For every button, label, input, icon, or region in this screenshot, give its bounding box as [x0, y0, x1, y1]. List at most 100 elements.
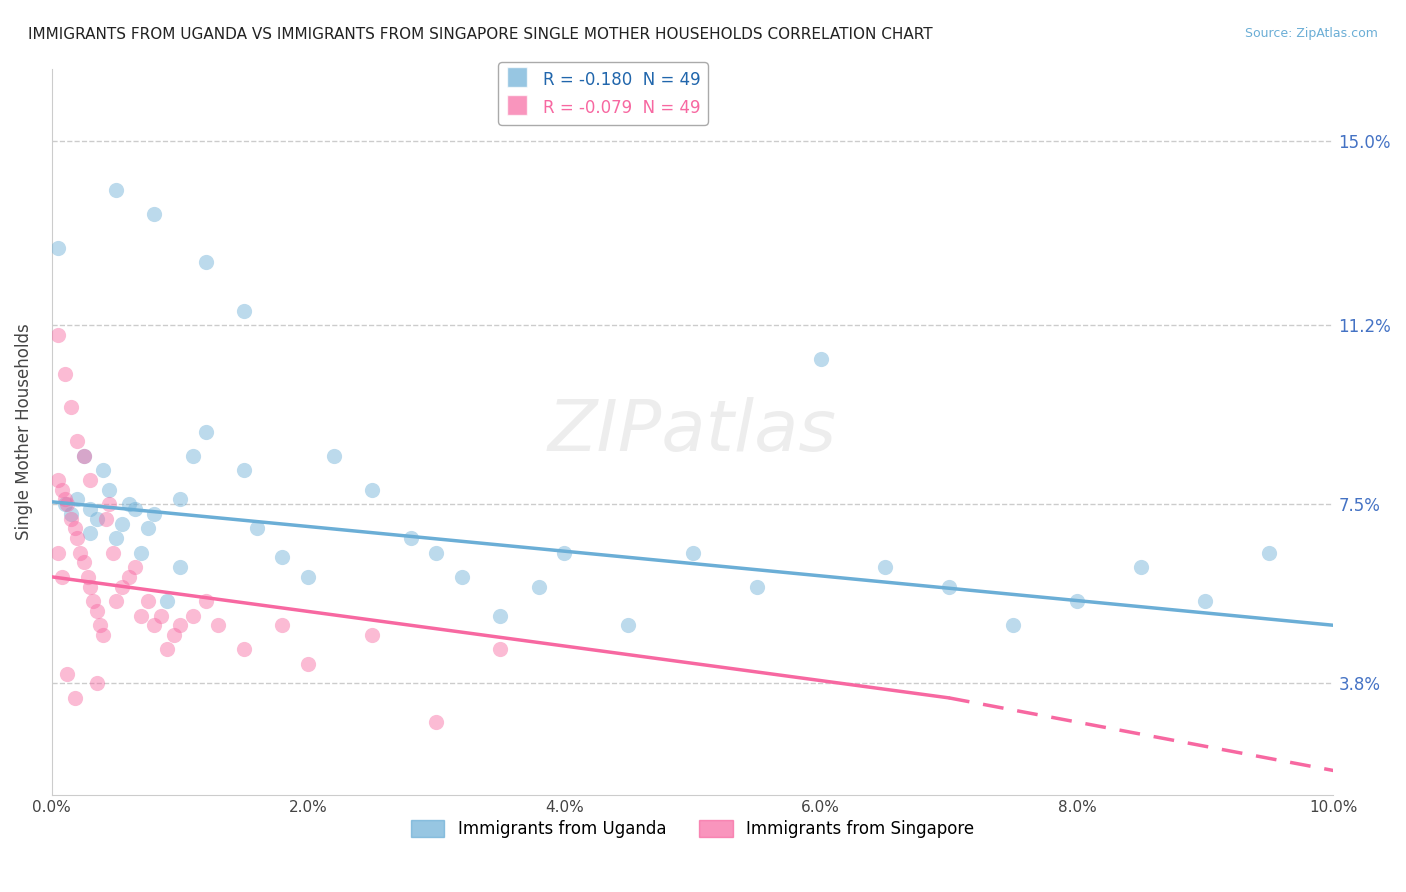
Point	[169, 560, 191, 574]
Point	[297, 657, 319, 671]
Point	[451, 570, 474, 584]
Point	[51, 483, 73, 497]
Point	[271, 618, 294, 632]
Point	[59, 512, 82, 526]
Point	[66, 531, 89, 545]
Point	[91, 628, 114, 642]
Point	[59, 507, 82, 521]
Point	[111, 580, 134, 594]
Point	[399, 531, 422, 545]
Point	[73, 449, 96, 463]
Point	[56, 666, 79, 681]
Point	[297, 570, 319, 584]
Point	[425, 546, 447, 560]
Point	[73, 449, 96, 463]
Point	[79, 502, 101, 516]
Point	[156, 594, 179, 608]
Point	[79, 473, 101, 487]
Point	[143, 618, 166, 632]
Point	[233, 463, 256, 477]
Point	[489, 642, 512, 657]
Point	[1066, 594, 1088, 608]
Point	[103, 546, 125, 560]
Point	[271, 550, 294, 565]
Point	[104, 531, 127, 545]
Point	[46, 241, 69, 255]
Point	[156, 642, 179, 657]
Point	[111, 516, 134, 531]
Point	[79, 580, 101, 594]
Point	[136, 521, 159, 535]
Point	[86, 512, 108, 526]
Point	[322, 449, 344, 463]
Point	[143, 507, 166, 521]
Point	[136, 594, 159, 608]
Legend: Immigrants from Uganda, Immigrants from Singapore: Immigrants from Uganda, Immigrants from …	[405, 813, 981, 845]
Point	[63, 521, 86, 535]
Point	[194, 255, 217, 269]
Point	[117, 570, 139, 584]
Point	[810, 351, 832, 366]
Point	[1258, 546, 1281, 560]
Point	[69, 546, 91, 560]
Text: ZIPatlas: ZIPatlas	[548, 397, 837, 467]
Point	[46, 473, 69, 487]
Point	[46, 546, 69, 560]
Point	[143, 207, 166, 221]
Point	[63, 690, 86, 705]
Point	[104, 183, 127, 197]
Point	[124, 502, 146, 516]
Point	[104, 594, 127, 608]
Point	[73, 555, 96, 569]
Point	[98, 497, 121, 511]
Point	[361, 628, 384, 642]
Point	[938, 580, 960, 594]
Point	[82, 594, 104, 608]
Point	[53, 492, 76, 507]
Point	[169, 618, 191, 632]
Point	[66, 434, 89, 449]
Point	[131, 546, 153, 560]
Point	[181, 449, 204, 463]
Point	[617, 618, 640, 632]
Point	[527, 580, 550, 594]
Point	[1194, 594, 1216, 608]
Point	[98, 483, 121, 497]
Point	[1001, 618, 1024, 632]
Point	[89, 618, 111, 632]
Point	[86, 676, 108, 690]
Point	[361, 483, 384, 497]
Point	[489, 608, 512, 623]
Point	[553, 546, 575, 560]
Point	[56, 497, 79, 511]
Point	[66, 492, 89, 507]
Point	[53, 497, 76, 511]
Point	[194, 594, 217, 608]
Point	[169, 492, 191, 507]
Point	[162, 628, 184, 642]
Point	[207, 618, 229, 632]
Point	[76, 570, 98, 584]
Point	[194, 425, 217, 439]
Point	[91, 463, 114, 477]
Point	[745, 580, 768, 594]
Point	[873, 560, 896, 574]
Point	[233, 642, 256, 657]
Point	[79, 526, 101, 541]
Text: Source: ZipAtlas.com: Source: ZipAtlas.com	[1244, 27, 1378, 40]
Point	[46, 327, 69, 342]
Point	[117, 497, 139, 511]
Point	[425, 715, 447, 730]
Point	[246, 521, 269, 535]
Text: IMMIGRANTS FROM UGANDA VS IMMIGRANTS FROM SINGAPORE SINGLE MOTHER HOUSEHOLDS COR: IMMIGRANTS FROM UGANDA VS IMMIGRANTS FRO…	[28, 27, 932, 42]
Point	[131, 608, 153, 623]
Point	[94, 512, 117, 526]
Point	[233, 303, 256, 318]
Point	[86, 604, 108, 618]
Point	[682, 546, 704, 560]
Point	[181, 608, 204, 623]
Point	[1130, 560, 1153, 574]
Point	[53, 367, 76, 381]
Point	[51, 570, 73, 584]
Point	[124, 560, 146, 574]
